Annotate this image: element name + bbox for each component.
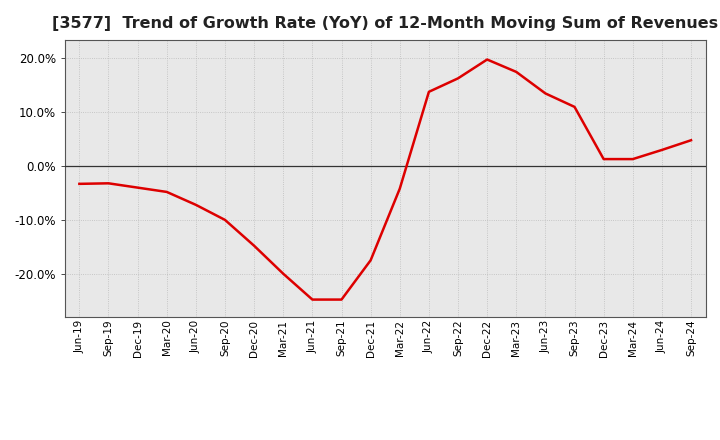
Title: [3577]  Trend of Growth Rate (YoY) of 12-Month Moving Sum of Revenues: [3577] Trend of Growth Rate (YoY) of 12-… bbox=[52, 16, 719, 32]
